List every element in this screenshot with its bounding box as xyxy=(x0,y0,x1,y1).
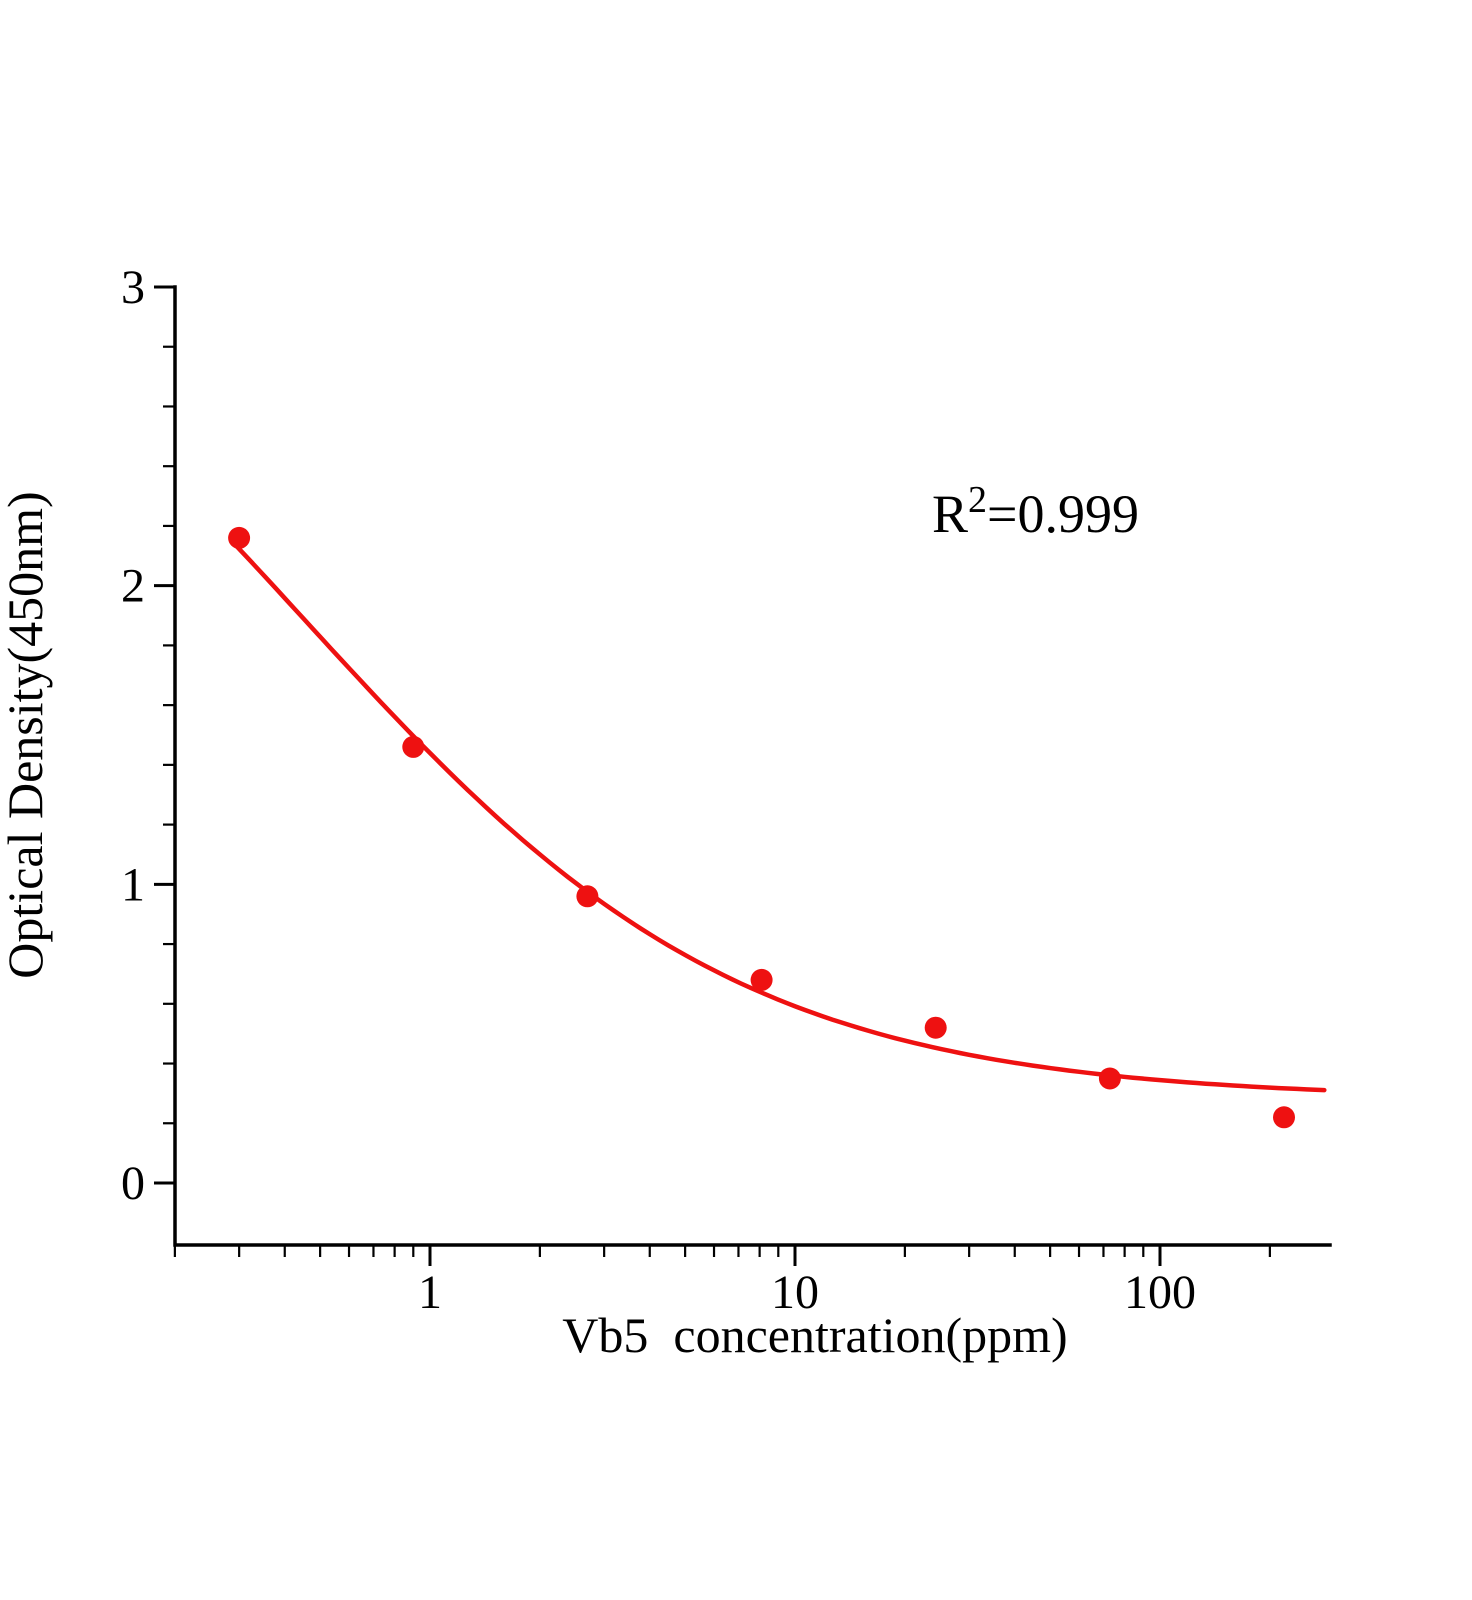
data-point xyxy=(576,885,599,908)
y-tick-label: 0 xyxy=(121,1157,145,1210)
y-axis-title: Optical Density(450nm) xyxy=(0,491,53,978)
annotation-rest: =0.999 xyxy=(987,484,1139,544)
y-tick-label: 3 xyxy=(121,261,145,314)
y-tick-label: 1 xyxy=(121,858,145,911)
axes: 1 10 100 0 1 2 3 xyxy=(121,261,1332,1319)
data-point xyxy=(924,1016,947,1039)
x-tick-label: 1 xyxy=(418,1266,442,1319)
data-point xyxy=(1273,1106,1295,1129)
x-tick-label: 100 xyxy=(1124,1266,1196,1319)
data-point xyxy=(750,968,773,991)
x-axis-title: Vb5 concentration(ppm) xyxy=(562,1307,1067,1363)
axis-lines xyxy=(173,285,1332,1247)
data-point xyxy=(1098,1067,1121,1090)
annotation-base: R xyxy=(932,484,968,544)
fit-curve xyxy=(228,537,1327,1093)
data-point xyxy=(402,735,425,758)
data-point xyxy=(228,526,251,549)
r-squared-annotation: R2=0.999 xyxy=(932,479,1139,544)
plot-area xyxy=(228,526,1327,1129)
x-tick-label: 10 xyxy=(771,1266,819,1319)
annotation-sup: 2 xyxy=(968,479,987,521)
y-tick-label: 2 xyxy=(121,560,145,613)
